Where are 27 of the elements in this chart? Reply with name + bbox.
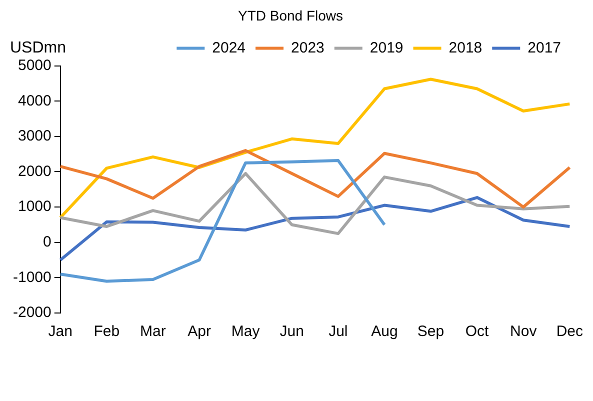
x-tick-label: Dec <box>556 323 584 340</box>
y-tick-label: -1000 <box>12 268 52 286</box>
legend-label: 2018 <box>448 39 482 56</box>
chart-title: YTD Bond Flows <box>238 7 344 24</box>
x-tick-label: Sep <box>417 323 444 340</box>
x-tick-label: Mar <box>140 323 166 340</box>
y-axis-title: USDmn <box>10 40 66 57</box>
legend-label: 2023 <box>291 39 324 56</box>
x-tick-label: Aug <box>371 323 398 340</box>
y-tick-label: 0 <box>43 234 52 251</box>
legend-label: 2019 <box>370 39 404 56</box>
x-tick-label: Apr <box>188 323 211 340</box>
legend-label: 2017 <box>528 39 562 56</box>
y-tick-label: -2000 <box>12 304 52 322</box>
y-tick-label: 1000 <box>18 198 52 216</box>
y-tick-label: 4000 <box>18 92 52 110</box>
x-tick-label: Feb <box>94 323 120 340</box>
y-tick-label: 5000 <box>18 56 52 74</box>
legend-label: 2024 <box>212 39 246 56</box>
x-tick-label: Jan <box>48 323 72 340</box>
x-tick-label: Jun <box>280 323 304 340</box>
y-tick-label: 3000 <box>18 128 52 145</box>
x-tick-label: May <box>231 323 260 340</box>
x-tick-label: Jul <box>328 323 348 340</box>
x-tick-label: Nov <box>510 323 538 340</box>
y-tick-label: 2000 <box>18 162 52 180</box>
x-tick-label: Oct <box>465 323 490 340</box>
